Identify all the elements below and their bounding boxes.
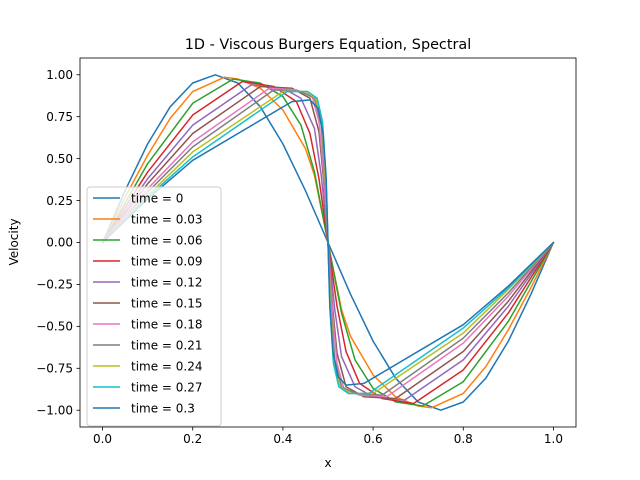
legend-label: time = 0.27 [131,380,203,394]
y-axis-label: Velocity [7,218,21,265]
x-tick-label: 0.4 [273,432,292,446]
y-tick-label: −0.25 [36,278,73,292]
series-line-10 [101,99,555,386]
x-tick-label: 1.0 [544,432,563,446]
x-tick-label: 0.8 [454,432,473,446]
legend-box [86,186,222,427]
legend-label: time = 0.06 [131,233,203,247]
series-layer [101,74,555,411]
x-axis-label: x [324,456,331,470]
x-tick-label: 0.0 [93,432,112,446]
y-tick-label: −1.00 [36,403,73,417]
legend: time = 0 time = 0.03 time = 0.06 time = 0.0… [86,186,222,427]
legend-label: time = 0.21 [131,338,203,352]
y-tick-label: −0.50 [36,320,73,334]
legend-label: time = 0.3 [131,401,195,415]
legend-label: time = 0.15 [131,296,203,310]
y-tick-label: 0.00 [46,236,73,250]
chart-title: 1D - Viscous Burgers Equation, Spectral [185,37,471,53]
legend-label: time = 0.12 [131,275,203,289]
y-tick-label: 0.75 [46,110,73,124]
y-tick-label: 0.50 [46,152,73,166]
legend-label: time = 0 [131,191,183,205]
legend-label: time = 0.18 [131,317,203,331]
y-tick-label: −0.75 [36,361,73,375]
legend-label: time = 0.09 [131,254,203,268]
y-axis-ticks: −1.00 −0.75 −0.50 −0.25 0.00 0.25 0.50 0.75 1.00 [36,68,80,417]
legend-label: time = 0.24 [131,359,203,373]
x-tick-label: 0.6 [364,432,383,446]
y-tick-label: 0.25 [46,194,73,208]
legend-label: time = 0.03 [131,212,203,226]
x-tick-label: 0.2 [183,432,202,446]
y-tick-label: 1.00 [46,68,73,82]
x-axis-ticks: 0.0 0.2 0.4 0.6 0.8 1.0 [93,427,563,446]
